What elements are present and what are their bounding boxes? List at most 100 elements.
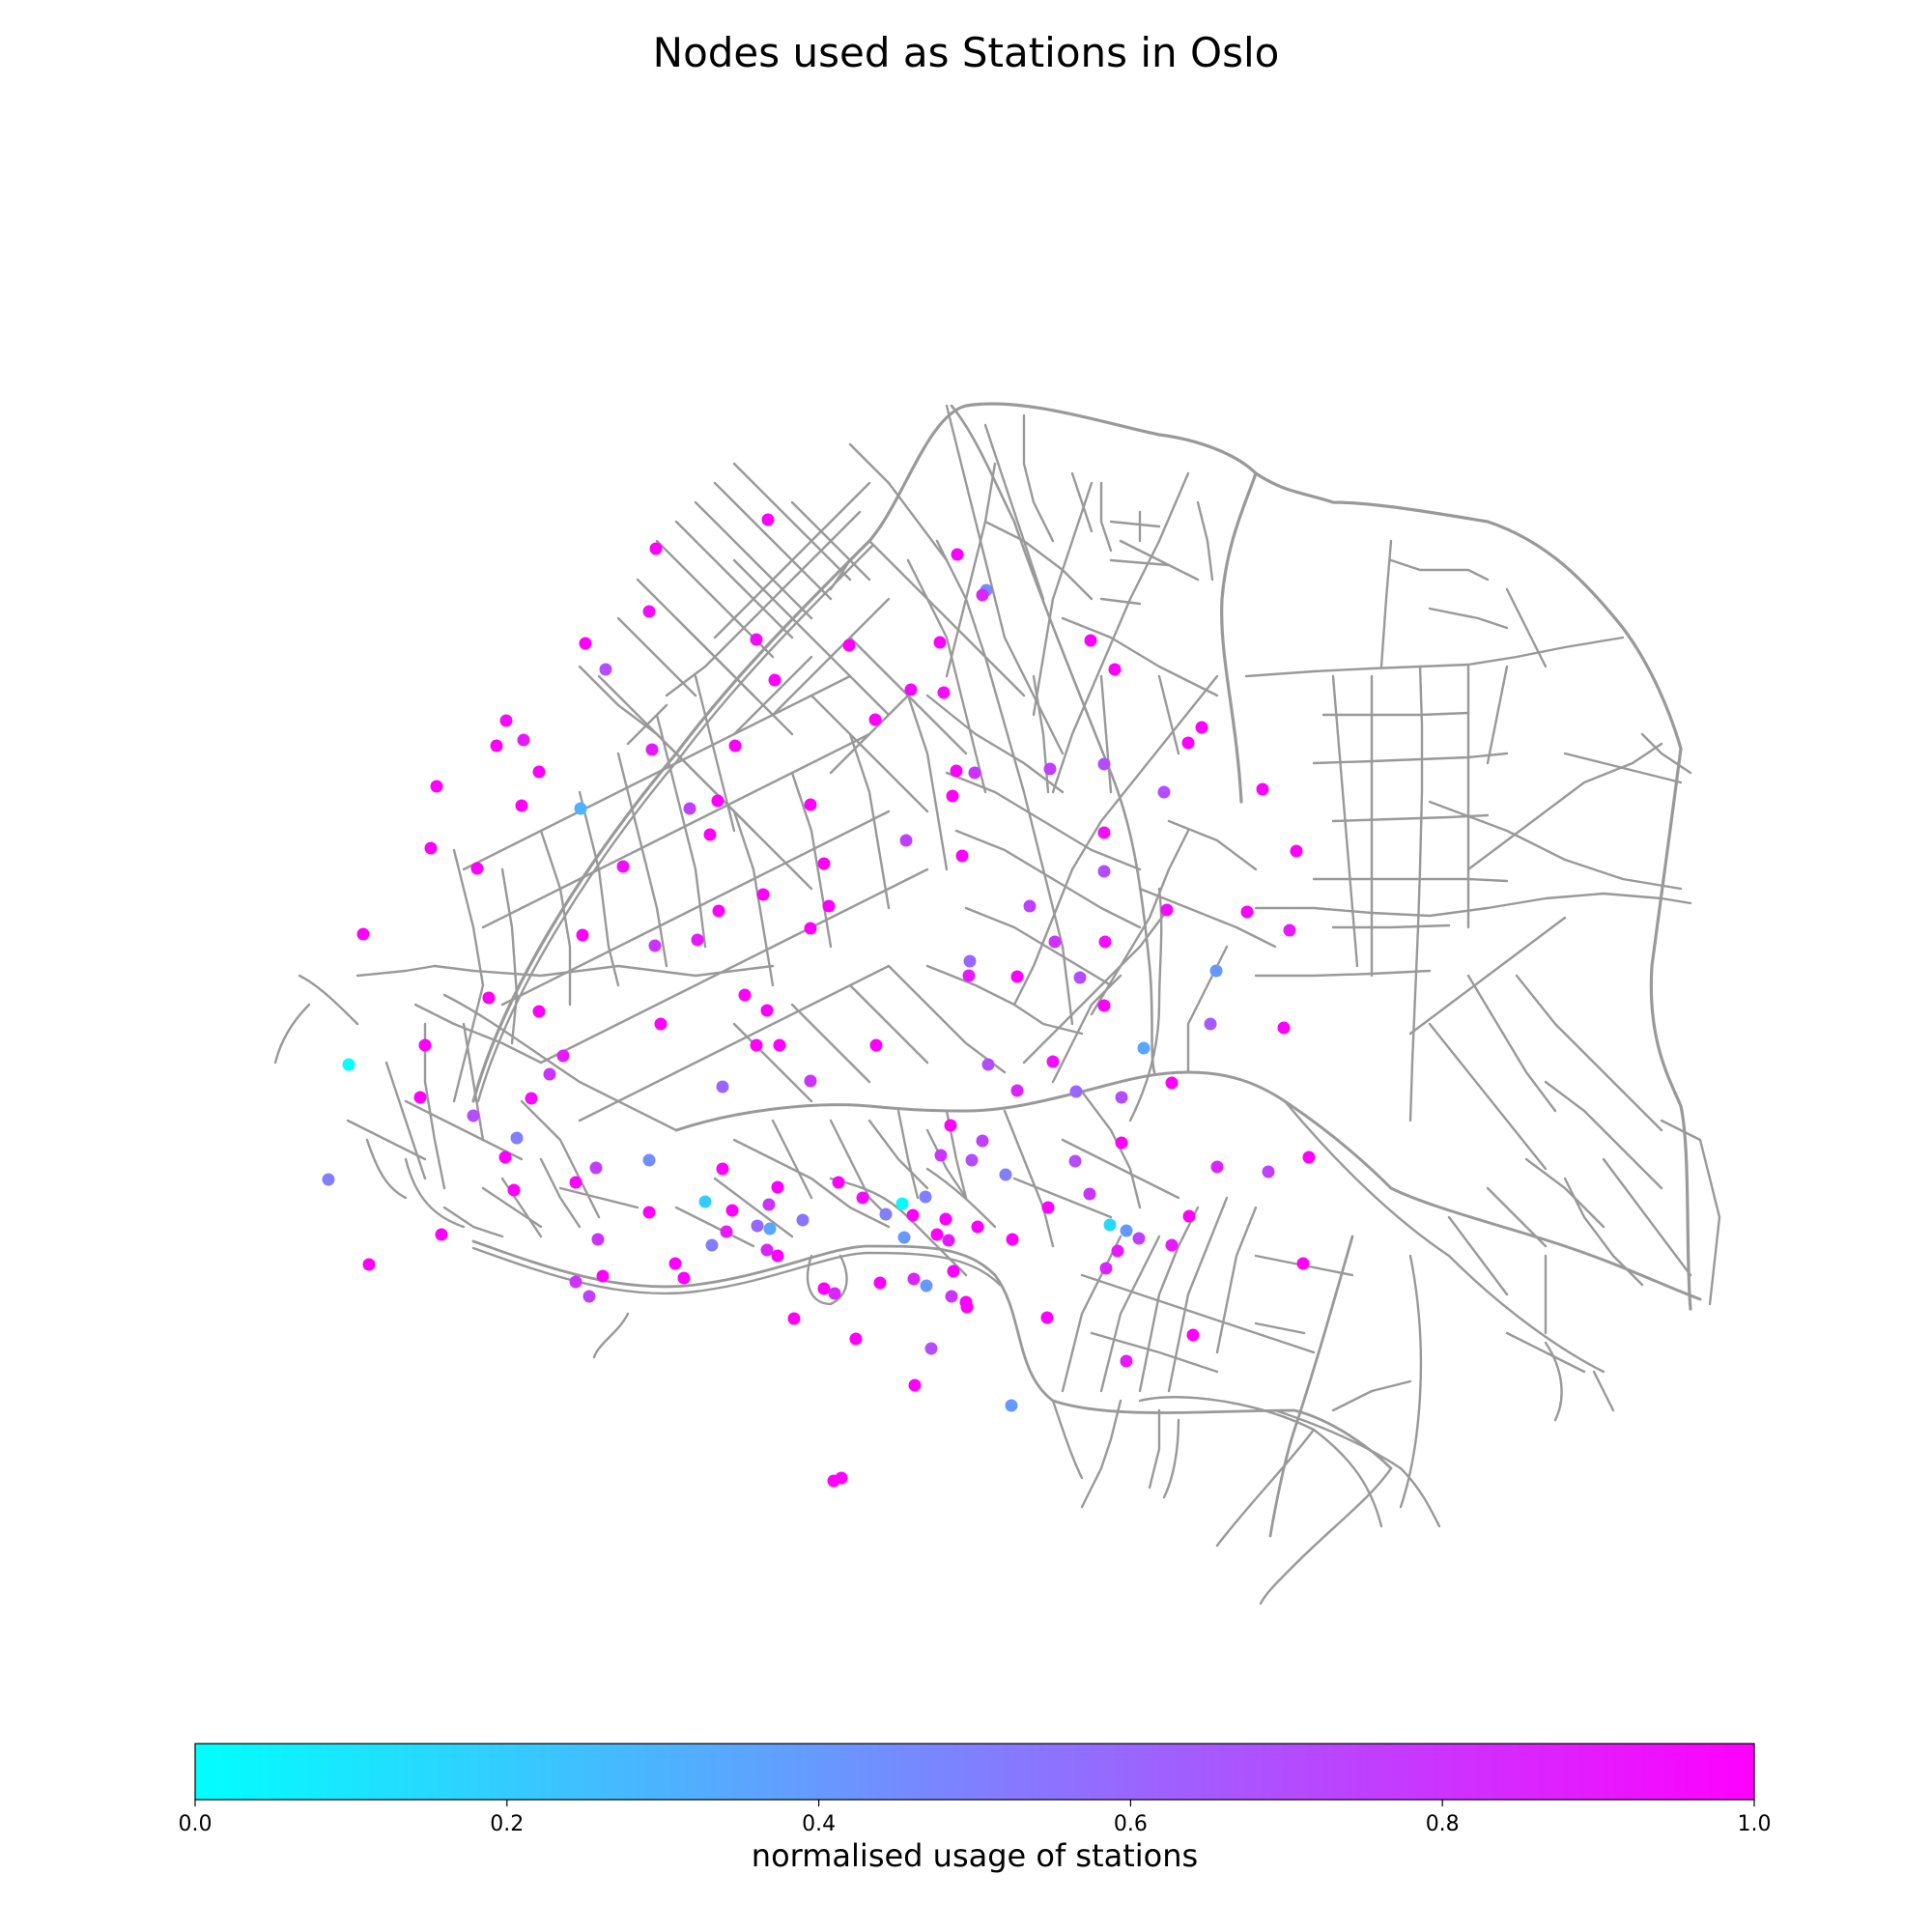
station-marker [430,780,443,793]
station-marker [761,513,775,526]
station-marker [1181,736,1195,750]
station-marker [1302,1151,1316,1164]
station-marker [895,1197,909,1210]
colorbar-tick-label: 0.4 [802,1812,836,1836]
station-marker [1111,1244,1124,1258]
station-marker [981,1058,995,1071]
station-marker [1098,935,1112,949]
station-marker [907,1272,921,1286]
station-marker [942,1234,955,1247]
station-marker [413,1091,427,1104]
station-marker [470,862,484,875]
station-marker [691,933,704,947]
station-marker [1097,826,1111,839]
station-marker [947,1264,960,1278]
station-marker [787,1312,801,1325]
station-marker [322,1173,335,1186]
station-marker [1157,785,1171,799]
station-marker [750,633,763,646]
station-marker [1132,1232,1146,1245]
station-marker [649,542,663,555]
station-marker [482,991,496,1005]
station-marker [616,860,630,873]
station-marker [716,1080,729,1094]
station-marker [760,1243,774,1257]
station-marker [435,1228,448,1241]
station-marker [904,683,918,696]
station-marker [1006,1233,1019,1246]
station-marker [712,904,725,918]
station-marker [1097,999,1111,1012]
station-marker [1103,1218,1117,1232]
station-marker [499,714,513,727]
colorbar-tick-label: 1.0 [1738,1812,1772,1836]
station-marker [1256,782,1269,796]
station-marker [945,1290,958,1303]
station-marker [1209,964,1223,978]
station-marker [827,1474,840,1488]
station-marker [517,733,530,747]
station-marker [1097,757,1111,771]
station-marker [642,605,656,618]
station-marker [1186,1328,1200,1342]
station-marker [1005,1399,1018,1412]
road-network [273,402,1721,1605]
station-marker [999,1168,1012,1181]
station-marker [642,1206,656,1219]
station-marker [582,1290,596,1303]
colorbar-ticks: 0.0 0.2 0.4 0.6 0.8 1.0 [179,1800,1772,1836]
station-marker [418,1038,432,1052]
station-marker [897,1231,911,1244]
station-marker [817,1282,831,1295]
station-marker [1108,663,1122,676]
station-marker [728,739,742,753]
station-marker [842,639,856,652]
station-marker [507,1183,521,1197]
station-marker [868,713,882,726]
station-marker [1182,1209,1196,1223]
station-marker [869,1038,883,1052]
station-marker [569,1176,582,1189]
station-marker [725,1204,739,1217]
station-marker [599,663,612,676]
station-marker [937,686,951,699]
station-marker [1277,1021,1291,1035]
station-marker [703,828,717,841]
station-marker [796,1213,810,1227]
station-marker [1296,1257,1310,1270]
station-marker [683,802,696,815]
station-marker [908,1378,922,1392]
station-marker [976,588,989,602]
station-marker [1010,1084,1024,1097]
station-marker [1097,865,1111,878]
station-marker [920,1279,933,1293]
station-marker [1160,903,1174,917]
station-marker [556,1049,570,1063]
colorbar-tick-label: 0.6 [1114,1812,1148,1836]
colorbar-tick-label: 0.2 [490,1812,524,1836]
station-marker [498,1151,512,1164]
colorbar-tick-label: 0.0 [179,1812,213,1836]
station-marker [1195,721,1208,734]
station-marker [589,1161,603,1175]
station-marker [510,1131,524,1145]
station-marker [738,988,752,1002]
station-marker [1023,899,1037,913]
station-marker [576,928,589,942]
station-markers [322,513,1316,1488]
station-marker [574,802,587,815]
station-marker [705,1238,719,1252]
station-marker [569,1275,582,1289]
station-marker [525,1092,538,1105]
station-marker [771,1249,784,1263]
station-marker [591,1233,605,1246]
station-marker [711,794,724,808]
station-marker [642,1153,656,1167]
station-marker [899,834,913,847]
station-marker [1073,971,1087,984]
station-marker [939,1212,952,1226]
station-marker [668,1257,682,1270]
station-marker [955,849,969,863]
station-marker [1069,1085,1083,1098]
